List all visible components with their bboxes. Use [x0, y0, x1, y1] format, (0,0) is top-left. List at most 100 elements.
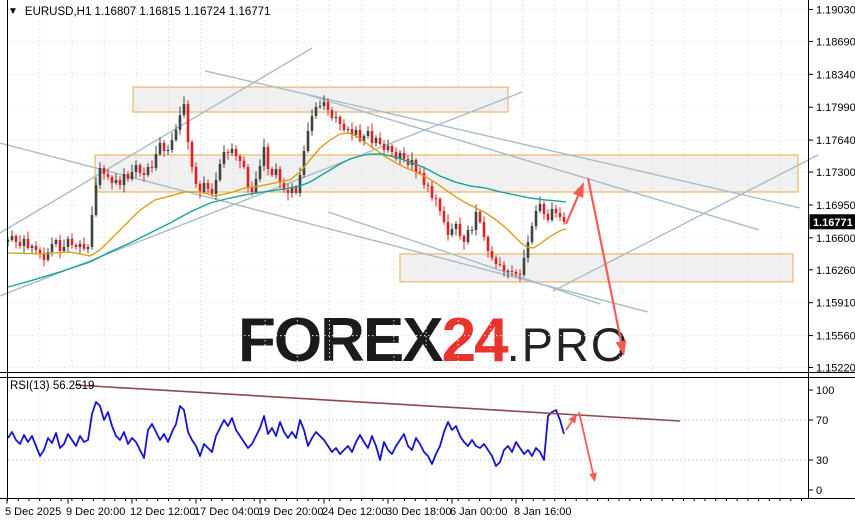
candle: [138, 165, 142, 174]
candle: [302, 151, 306, 175]
candle: [94, 184, 98, 216]
candle: [174, 129, 178, 141]
candle: [422, 173, 426, 185]
candle: [50, 243, 54, 252]
candle: [470, 229, 474, 231]
candle: [66, 238, 70, 247]
candle: [414, 159, 418, 172]
price-axis-label: 1.19030: [816, 5, 855, 17]
candle: [214, 179, 218, 194]
candle: [146, 166, 150, 175]
candle: [102, 167, 106, 174]
candle: [438, 198, 442, 211]
candle: [366, 131, 370, 136]
current-price-value: 1.16771: [813, 217, 853, 229]
candle: [222, 151, 226, 164]
candle: [358, 129, 362, 141]
candle: [506, 270, 510, 272]
candle: [534, 210, 538, 227]
time-axis-label: 9 Dec 20:00: [66, 506, 125, 518]
candle: [194, 166, 198, 185]
candle: [170, 140, 174, 150]
candle: [106, 173, 110, 177]
candle: [182, 104, 186, 116]
price-axis-label: 1.15220: [816, 363, 855, 375]
forecast-arrow[interactable]: [586, 177, 623, 342]
candle: [314, 106, 318, 116]
rsi-indicator-label: RSI(13) 56.2519: [10, 380, 95, 392]
candle: [142, 173, 146, 175]
candle: [242, 160, 246, 167]
forecast-arrow[interactable]: [565, 420, 573, 431]
candle: [418, 171, 422, 174]
candle: [334, 117, 338, 119]
time-axis-label: 19 Dec 20:00: [258, 506, 323, 518]
candle: [362, 135, 366, 141]
forecast-arrow-head: [573, 182, 584, 198]
watermark-pro: .PRO: [506, 318, 630, 371]
forecast-arrow[interactable]: [578, 411, 594, 474]
candle: [554, 208, 558, 213]
price-axis-label: 1.15910: [816, 298, 855, 310]
candle: [442, 210, 446, 222]
candle: [290, 187, 294, 193]
forecast-arrows: [564, 177, 627, 356]
candle: [158, 142, 162, 155]
candle: [90, 215, 94, 247]
trendline[interactable]: [307, 94, 760, 231]
candlestick-series: [6, 95, 566, 282]
candle: [394, 151, 398, 160]
collapse-arrow-icon[interactable]: ▼: [8, 6, 18, 17]
time-axis-label: 6 Jan 00:00: [450, 506, 508, 518]
trendline[interactable]: [0, 47, 313, 234]
rsi-trendline[interactable]: [74, 384, 681, 422]
candle: [294, 187, 298, 193]
candle: [538, 204, 542, 211]
candle: [234, 148, 238, 156]
candle: [78, 243, 82, 247]
candle: [370, 131, 374, 143]
candle: [350, 129, 354, 135]
candle: [450, 229, 454, 235]
trendline[interactable]: [327, 211, 601, 305]
price-axis-label: 1.18340: [816, 69, 855, 81]
ma-fast-line: [7, 132, 567, 257]
trendline[interactable]: [0, 91, 523, 297]
candle: [510, 270, 514, 272]
candle: [42, 252, 46, 260]
candle: [498, 263, 502, 266]
candle: [22, 238, 26, 246]
trendline[interactable]: [204, 70, 801, 209]
symbol-ohlc-text: EURUSD,H1 1.16807 1.16815 1.16724 1.1677…: [24, 6, 271, 18]
candle: [298, 174, 302, 193]
candle: [258, 165, 262, 180]
candle: [98, 167, 102, 185]
candle: [206, 182, 210, 189]
candle: [122, 173, 126, 185]
candle: [162, 142, 166, 152]
candle: [270, 168, 274, 175]
candle: [58, 240, 62, 252]
candle: [30, 245, 34, 248]
forecast-arrow[interactable]: [564, 195, 580, 225]
candle: [262, 146, 266, 166]
forecast-arrow-head: [589, 472, 597, 482]
candle: [26, 238, 30, 248]
candle: [354, 129, 358, 135]
candle: [310, 115, 314, 132]
price-axis-label: 1.16950: [816, 200, 855, 212]
candle: [178, 115, 182, 130]
candle: [74, 244, 78, 247]
time-axis-label: 17 Dec 04:00: [194, 506, 259, 518]
candle: [210, 188, 214, 194]
current-price-tag-bg: [809, 214, 855, 230]
candle: [342, 123, 346, 130]
trendline[interactable]: [552, 154, 819, 292]
watermark-logo: FOREX 24 .PRO: [238, 305, 629, 376]
candle: [10, 235, 14, 241]
candle: [398, 152, 402, 160]
candle: [454, 223, 458, 230]
candle: [386, 145, 390, 150]
